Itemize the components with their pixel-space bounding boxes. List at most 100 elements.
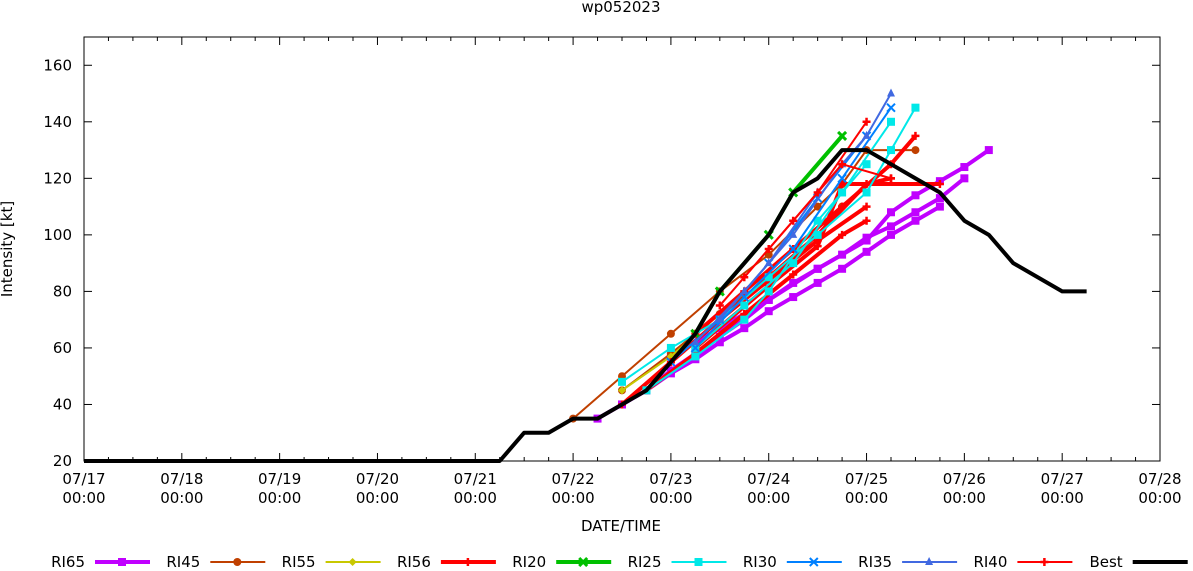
legend-label: RI25	[628, 553, 662, 567]
data-point-ri65	[911, 216, 920, 225]
data-point-ri40	[887, 174, 895, 183]
data-point-ri65	[740, 324, 749, 333]
legend-marker	[578, 556, 589, 568]
data-point-ri65	[715, 338, 724, 347]
legend-item-ri25: RI25	[628, 553, 727, 571]
legend-label: RI30	[743, 553, 777, 567]
data-point-ri65	[813, 264, 822, 273]
data-point-ri25	[789, 259, 798, 268]
legend-marker	[463, 558, 472, 566]
data-point-ri65	[789, 293, 798, 302]
data-point-ri65	[960, 163, 969, 172]
data-point-ri65	[887, 230, 895, 239]
legend-marker	[233, 558, 242, 566]
y-tick-label: 100	[43, 226, 72, 244]
track-line-ri25	[645, 163, 868, 392]
legend-item-ri20: RI20	[512, 553, 612, 571]
series-best	[84, 148, 1087, 463]
data-point-ri25	[691, 352, 700, 361]
x-tick-label-time: 00:00	[551, 489, 594, 507]
data-point-ri56	[838, 230, 847, 239]
track-line-ri40	[743, 163, 892, 278]
data-point-ri25	[764, 273, 773, 282]
data-point-ri25	[666, 343, 675, 352]
data-point-ri30	[837, 173, 847, 184]
data-point-ri65	[764, 295, 773, 304]
x-axis-label: DATE/TIME	[581, 517, 661, 535]
data-point-ri40	[862, 117, 871, 126]
x-tick-label-date: 07/19	[258, 470, 301, 488]
x-tick-label-date: 07/22	[551, 470, 594, 488]
data-point-ri65	[984, 146, 993, 155]
x-tick-label-date: 07/26	[943, 470, 986, 488]
data-point-ri25	[764, 287, 773, 296]
data-point-ri56	[813, 242, 822, 251]
y-tick-label: 160	[43, 56, 72, 74]
x-tick-label-time: 00:00	[747, 489, 790, 507]
x-tick-label-time: 00:00	[1041, 489, 1084, 507]
x-tick-label-time: 00:00	[62, 489, 105, 507]
data-point-ri65	[911, 208, 920, 217]
y-tick-label: 80	[53, 282, 72, 300]
legend-item-ri55: RI55	[282, 553, 381, 571]
data-point-ri35	[740, 286, 749, 295]
data-point-ri45	[813, 202, 822, 211]
y-tick-label: 40	[53, 395, 72, 413]
legend-marker	[348, 558, 357, 566]
data-point-ri56	[789, 270, 798, 279]
legend-item-ri45: RI45	[166, 553, 266, 571]
legend-label: RI55	[282, 553, 316, 567]
data-point-ri65	[838, 264, 847, 273]
data-point-ri65	[764, 307, 773, 316]
x-tick-label-time: 00:00	[649, 489, 692, 507]
data-point-ri65	[887, 222, 895, 231]
data-point-ri25	[887, 146, 895, 155]
data-point-ri35	[789, 229, 798, 238]
data-point-ri65	[887, 208, 895, 217]
data-point-ri65	[715, 332, 724, 341]
legend-label: RI35	[858, 553, 892, 567]
data-point-ri56	[838, 202, 847, 211]
data-point-ri25	[813, 216, 822, 225]
y-tick-label: 120	[43, 169, 72, 187]
legend-label: RI40	[973, 553, 1007, 567]
data-point-ri40	[789, 216, 798, 225]
data-point-ri25	[813, 230, 822, 239]
legend-marker	[118, 558, 126, 566]
legend-item-best: Best	[1089, 553, 1188, 571]
legend-item-ri30: RI30	[743, 553, 842, 571]
data-point-ri56	[935, 179, 944, 188]
data-point-ri56	[862, 216, 871, 225]
data-point-ri45	[666, 329, 675, 338]
legend-label: Best	[1089, 553, 1122, 567]
legend-marker	[694, 558, 703, 566]
x-tick-label-time: 00:00	[845, 489, 888, 507]
data-point-ri65	[935, 194, 944, 203]
x-tick-label-date: 07/27	[1041, 470, 1084, 488]
track-line-ri35	[694, 163, 843, 343]
x-tick-label-time: 00:00	[356, 489, 399, 507]
data-point-ri35	[862, 130, 871, 139]
data-point-ri25	[862, 188, 871, 197]
x-tick-label-date: 07/23	[649, 470, 692, 488]
data-point-ri35	[715, 314, 724, 323]
data-point-ri55	[618, 386, 626, 395]
x-tick-label-time: 00:00	[1138, 489, 1181, 507]
legend-marker	[925, 557, 934, 565]
legend-label: RI20	[512, 553, 546, 567]
legend-item-ri35: RI35	[858, 553, 958, 571]
data-point-ri65	[911, 191, 920, 200]
data-point-ri65	[960, 174, 969, 183]
chart-title: wp052023	[581, 0, 660, 16]
x-tick-label-date: 07/21	[454, 470, 497, 488]
track-line-best	[84, 148, 1087, 463]
data-point-ri65	[862, 247, 871, 256]
x-tick-label-date: 07/25	[845, 470, 888, 488]
legend-label: RI45	[166, 553, 200, 567]
legend-label: RI56	[397, 553, 431, 567]
legend-marker	[809, 557, 819, 567]
legend-item-ri65: RI65	[51, 553, 150, 571]
x-tick-label-date: 07/18	[160, 470, 203, 488]
data-point-ri30	[788, 244, 798, 254]
